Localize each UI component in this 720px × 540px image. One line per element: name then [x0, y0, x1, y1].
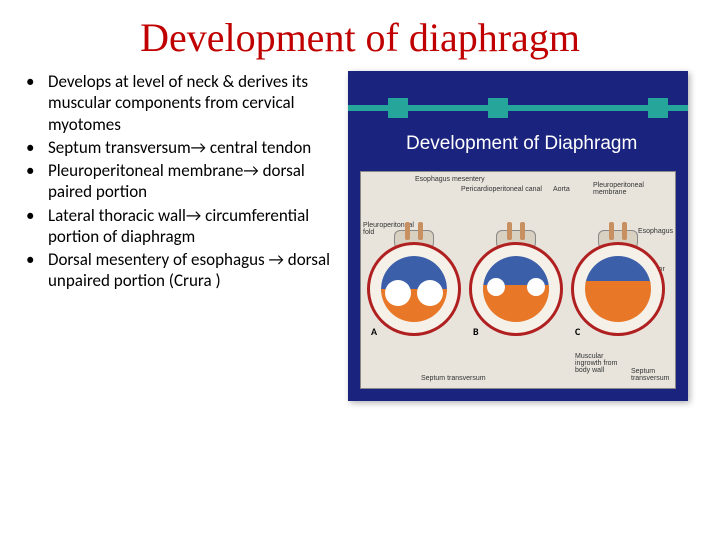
canal-icon: [527, 278, 545, 296]
canal-icon: [417, 280, 443, 306]
figure-container: Development of Diaphragm Esophagus mesen…: [348, 71, 688, 401]
bullet-item: Develops at level of neck & derives its …: [40, 71, 338, 135]
cross-section-b: B: [469, 216, 563, 336]
label-esophagus-mesentery: Esophagus mesentery: [415, 176, 485, 183]
diagram-panel: Esophagus mesentery Pericardioperitoneal…: [360, 171, 676, 389]
bullet-item: Dorsal mesentery of esophagus → dorsal u…: [40, 249, 338, 292]
figure-title: Development of Diaphragm: [406, 133, 637, 155]
label-muscular-ingrowth: Muscular ingrowth from body wall: [575, 353, 627, 374]
canal-icon: [487, 278, 505, 296]
panel-letter: C: [575, 325, 580, 338]
figure-column: Development of Diaphragm Esophagus mesen…: [348, 71, 702, 401]
accent-square: [388, 98, 408, 118]
tube-icon: [507, 222, 512, 240]
label-pericardioperitoneal: Pericardioperitoneal canal: [461, 186, 542, 193]
cavity-circle: [381, 256, 447, 322]
accent-square: [488, 98, 508, 118]
label-pleuroperitoneal-membrane: Pleuroperitoneal membrane: [593, 182, 653, 196]
accent-square: [648, 98, 668, 118]
label-septum-transversum-2: Septum transversum: [631, 368, 673, 382]
tube-icon: [609, 222, 614, 240]
bullets-column: Develops at level of neck & derives its …: [18, 71, 338, 401]
bullet-item: Septum transversum→ central tendon: [40, 137, 338, 158]
label-septum-transversum: Septum transversum: [421, 375, 486, 382]
cross-section-a: A: [367, 216, 461, 336]
tube-icon: [405, 222, 410, 240]
septum-region: [585, 281, 651, 322]
content-row: Develops at level of neck & derives its …: [0, 71, 720, 401]
bullet-item: Lateral thoracic wall→ circumferential p…: [40, 205, 338, 248]
bullet-item: Pleuroperitoneal membrane→ dorsal paired…: [40, 160, 338, 203]
cavity-circle: [483, 256, 549, 322]
bullet-list: Develops at level of neck & derives its …: [18, 71, 338, 292]
canal-icon: [385, 280, 411, 306]
slide-title: Development of diaphragm: [0, 0, 720, 71]
tube-icon: [622, 222, 627, 240]
tube-icon: [418, 222, 423, 240]
cross-section-c: C: [571, 216, 665, 336]
panel-letter: B: [473, 325, 479, 338]
label-aorta: Aorta: [553, 186, 570, 193]
panel-letter: A: [371, 325, 377, 338]
tube-icon: [520, 222, 525, 240]
cavity-circle: [585, 256, 651, 322]
